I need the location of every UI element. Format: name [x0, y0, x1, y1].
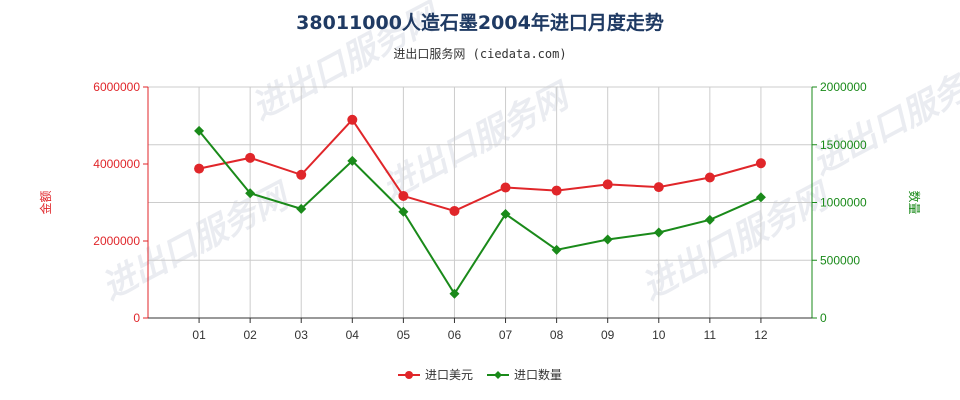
data-point-diamond — [704, 214, 715, 225]
data-point-diamond — [449, 288, 460, 299]
x-tick-label: 03 — [295, 328, 309, 342]
x-tick-label: 08 — [550, 328, 564, 342]
x-tick-label: 01 — [192, 328, 206, 342]
watermark-text: 进出口服务网 — [635, 175, 838, 308]
grid-lines — [148, 86, 812, 319]
x-tick-label: 06 — [448, 328, 462, 342]
legend-marker-diamond — [494, 371, 502, 379]
legend-label: 进口数量 — [514, 367, 562, 382]
data-point-circle — [653, 182, 664, 193]
right-tick-label: 2000000 — [820, 80, 867, 94]
data-point-circle — [296, 169, 307, 180]
data-point-circle — [245, 152, 256, 163]
left-tick-label: 6000000 — [93, 80, 140, 94]
data-point-diamond — [653, 227, 664, 238]
data-point-circle — [194, 163, 205, 174]
axes: 0 2000000 4000000 6000000 0 500000 1000000 1500… — [93, 80, 867, 342]
series-line-1 — [198, 118, 762, 213]
data-point-circle — [398, 190, 409, 201]
series-line-2 — [198, 130, 762, 296]
data-point-diamond — [602, 234, 613, 245]
data-point-circle — [500, 182, 511, 193]
chart-subtitle: 进出口服务网 (ciedata.com) — [393, 46, 566, 61]
x-tick-label: 09 — [601, 328, 615, 342]
data-point-diamond — [245, 188, 256, 199]
data-point-diamond — [551, 244, 562, 255]
data-point-diamond — [347, 155, 358, 166]
data-point-circle — [551, 185, 562, 196]
x-tick-label: 04 — [346, 328, 360, 342]
x-tick-label: 12 — [754, 328, 768, 342]
data-point-circle — [347, 114, 358, 125]
legend-marker-circle — [405, 371, 413, 379]
data-point-diamond — [500, 209, 511, 220]
legend: 进口美元 进口数量 — [398, 367, 562, 382]
left-tick-label: 4000000 — [93, 157, 140, 171]
data-point-diamond — [755, 192, 766, 203]
right-tick-label: 500000 — [820, 253, 860, 267]
x-tick-label: 10 — [652, 328, 666, 342]
left-tick-label: 0 — [133, 311, 140, 325]
x-tick-label: 05 — [397, 328, 411, 342]
legend-label: 进口美元 — [425, 368, 473, 382]
data-point-circle — [704, 172, 715, 183]
series-layer — [194, 114, 766, 299]
left-axis-label: 金额 — [38, 190, 53, 214]
left-tick-label: 2000000 — [93, 234, 140, 248]
watermark-text: 进出口服务网 — [375, 75, 578, 208]
x-tick-label: 11 — [704, 328, 717, 342]
data-point-diamond — [398, 206, 409, 217]
x-tick-label: 07 — [499, 328, 513, 342]
x-tick-label: 02 — [243, 328, 257, 342]
right-axis-label: 数量 — [907, 190, 922, 214]
data-point-diamond — [296, 203, 307, 214]
right-tick-label: 0 — [820, 311, 827, 325]
data-point-diamond — [194, 125, 205, 136]
right-tick-label: 1000000 — [820, 196, 867, 210]
chart-title: 38011000人造石墨2004年进口月度走势 — [296, 11, 664, 34]
data-point-circle — [602, 179, 613, 190]
data-point-circle — [755, 158, 766, 169]
right-tick-label: 1500000 — [820, 138, 867, 152]
data-point-circle — [449, 205, 460, 216]
watermark-text: 进出口服务网 — [805, 50, 960, 183]
